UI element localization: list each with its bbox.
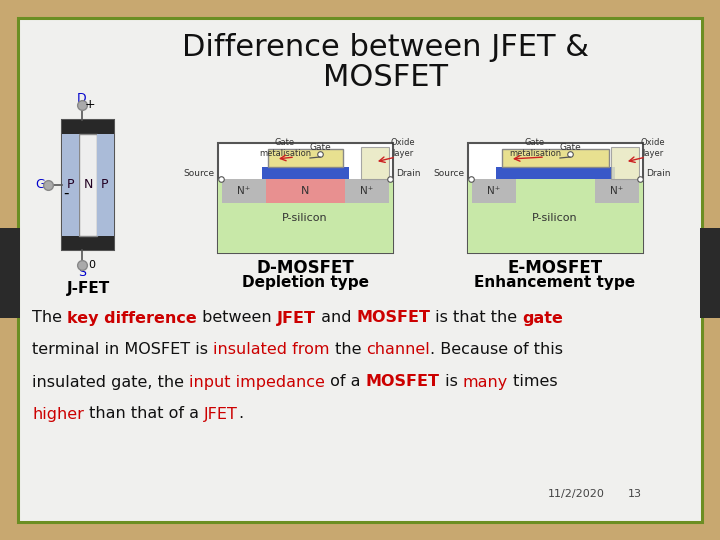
Text: P: P xyxy=(102,179,109,192)
Bar xyxy=(262,167,349,179)
Text: Gate
metalisation: Gate metalisation xyxy=(259,138,311,158)
Text: insulated from: insulated from xyxy=(213,342,330,357)
Text: S: S xyxy=(78,266,86,279)
Text: Oxide
layer: Oxide layer xyxy=(641,138,665,158)
Text: insulated gate, the: insulated gate, the xyxy=(32,375,189,389)
Bar xyxy=(502,149,609,167)
Bar xyxy=(611,147,639,179)
Bar xyxy=(222,179,266,203)
Text: input impedance: input impedance xyxy=(189,375,325,389)
Text: MOSFET: MOSFET xyxy=(356,310,431,326)
Bar xyxy=(62,120,114,250)
Bar xyxy=(218,143,393,253)
Text: many: many xyxy=(463,375,508,389)
Text: N⁺: N⁺ xyxy=(238,186,251,196)
Text: 11/2/2020: 11/2/2020 xyxy=(548,489,605,499)
Text: 0: 0 xyxy=(89,260,96,270)
Text: times: times xyxy=(508,375,557,389)
Text: between: between xyxy=(197,310,276,326)
Text: Gate: Gate xyxy=(309,143,331,152)
Text: P-silicon: P-silicon xyxy=(282,213,328,223)
Bar xyxy=(218,179,393,253)
Text: higher: higher xyxy=(32,407,84,422)
Text: Oxide
layer: Oxide layer xyxy=(391,138,415,158)
Text: and: and xyxy=(315,310,356,326)
Text: Source: Source xyxy=(434,170,465,179)
Text: Source: Source xyxy=(184,170,215,179)
Text: of a: of a xyxy=(325,375,366,389)
Text: key difference: key difference xyxy=(67,310,197,326)
Text: Gate: Gate xyxy=(559,143,581,152)
Text: -: - xyxy=(63,186,68,200)
Bar xyxy=(496,167,615,179)
Text: P: P xyxy=(67,179,75,192)
Bar xyxy=(97,134,114,236)
Text: Enhancement type: Enhancement type xyxy=(474,275,636,291)
Text: P-silicon: P-silicon xyxy=(532,213,578,223)
Text: +: + xyxy=(85,98,95,111)
Text: N: N xyxy=(84,179,93,192)
Text: Depletion type: Depletion type xyxy=(241,275,369,291)
Bar xyxy=(62,236,114,250)
Bar xyxy=(62,134,79,236)
Text: D: D xyxy=(77,91,87,105)
Text: N: N xyxy=(301,186,309,196)
Text: N⁺: N⁺ xyxy=(487,186,500,196)
Bar xyxy=(268,149,343,167)
Text: . Because of this: . Because of this xyxy=(430,342,563,357)
Text: JFET: JFET xyxy=(204,407,238,422)
Text: The: The xyxy=(32,310,67,326)
Bar xyxy=(468,143,643,253)
Text: Difference between JFET &: Difference between JFET & xyxy=(181,33,588,63)
Bar xyxy=(472,179,516,203)
Bar xyxy=(502,149,609,167)
Text: than that of a: than that of a xyxy=(84,407,204,422)
Text: Gate
metalisation: Gate metalisation xyxy=(509,138,561,158)
Text: D-MOSFET: D-MOSFET xyxy=(256,259,354,277)
Bar xyxy=(700,228,720,318)
Text: channel: channel xyxy=(366,342,430,357)
Text: terminal in MOSFET is: terminal in MOSFET is xyxy=(32,342,213,357)
Text: G: G xyxy=(35,179,45,192)
Text: Drain: Drain xyxy=(646,170,670,179)
Text: Drain: Drain xyxy=(396,170,420,179)
Text: the: the xyxy=(330,342,366,357)
Bar xyxy=(62,120,114,134)
Text: E-MOSFET: E-MOSFET xyxy=(508,259,603,277)
Bar xyxy=(268,149,343,167)
Text: .: . xyxy=(238,407,243,422)
Bar xyxy=(345,179,389,203)
Text: J-FET: J-FET xyxy=(66,280,109,295)
Text: 13: 13 xyxy=(628,489,642,499)
Text: MOSFET: MOSFET xyxy=(323,64,448,92)
Text: JFET: JFET xyxy=(276,310,315,326)
Text: is that the: is that the xyxy=(431,310,523,326)
Text: N⁺: N⁺ xyxy=(361,186,374,196)
Text: MOSFET: MOSFET xyxy=(366,375,440,389)
Bar xyxy=(79,134,97,236)
Bar xyxy=(0,228,20,318)
Bar xyxy=(468,179,643,253)
Text: gate: gate xyxy=(523,310,563,326)
Text: N⁺: N⁺ xyxy=(611,186,624,196)
Bar xyxy=(361,147,389,179)
Text: is: is xyxy=(440,375,463,389)
Bar xyxy=(595,179,639,203)
Bar xyxy=(266,179,345,203)
